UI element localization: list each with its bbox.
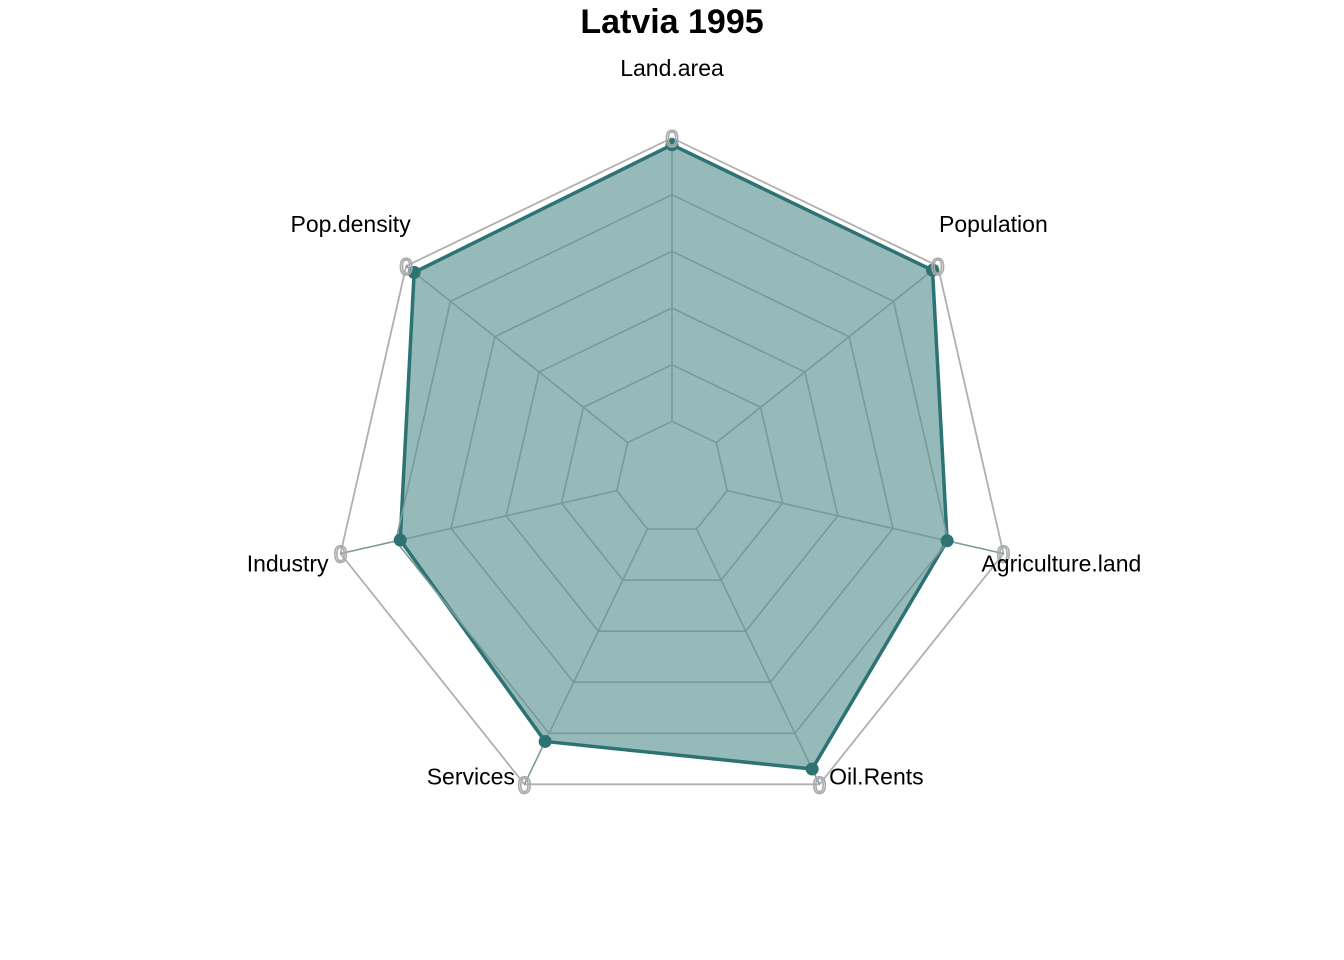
- axis-label-agriculture-land: Agriculture.land: [981, 551, 1141, 577]
- series-points: [393, 138, 954, 776]
- max-label-3: 0: [813, 772, 826, 799]
- axis-label-pop-density: Pop.density: [291, 211, 412, 237]
- series-point-Agriculture.land: [940, 534, 954, 548]
- grid-ring-5: [394, 193, 950, 735]
- series-area-0: [398, 143, 949, 771]
- series-point-Oil.Rents: [805, 762, 819, 776]
- max-label-5: 0: [334, 542, 347, 569]
- grid-ring-1: [615, 420, 729, 530]
- grid-ring-2: [560, 363, 784, 581]
- axis-label-land-area: Land.area: [620, 55, 724, 81]
- max-label-0: 0: [665, 126, 678, 153]
- max-ring: [339, 137, 1005, 786]
- axis-label-industry: Industry: [247, 551, 329, 577]
- grid-layer: [340, 138, 1004, 785]
- series-point-Pop.density: [407, 265, 421, 279]
- max-label-2: 0: [997, 542, 1010, 569]
- series-point-Land.area: [665, 138, 679, 152]
- grid-spoke-5: [340, 489, 617, 555]
- axis-label-oil-rents: Oil.Rents: [829, 763, 924, 789]
- series-area-layer: [398, 143, 949, 771]
- max-labels: 0 0 0 0 0 0 0: [333, 125, 1011, 800]
- grid-ring-4: [450, 250, 894, 684]
- max-ring-polygon: [339, 137, 1005, 786]
- max-label-4: 0: [518, 772, 531, 799]
- axis-label-population: Population: [939, 211, 1048, 237]
- series-point-Population: [926, 263, 940, 277]
- grid-spoke-3: [695, 528, 821, 785]
- axis-label-services: Services: [427, 763, 515, 789]
- series-point-Services: [538, 734, 552, 748]
- grid-spoke-2: [727, 489, 1004, 555]
- max-label-1: 0: [931, 254, 944, 281]
- grid-ring-3: [505, 307, 839, 632]
- series-point-Industry: [393, 533, 407, 547]
- max-label-6: 0: [399, 254, 412, 281]
- grid-spoke-6: [405, 265, 629, 444]
- axis-labels: Land.area Population Agriculture.land Oil.R…: [247, 55, 1142, 789]
- chart-title: Latvia 1995: [580, 3, 763, 41]
- grid-spoke-1: [715, 265, 939, 444]
